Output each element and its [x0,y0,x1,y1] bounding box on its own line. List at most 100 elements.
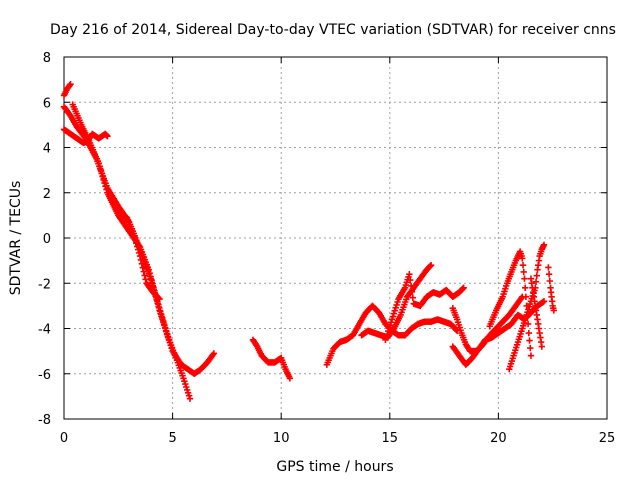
y-tick-label: -6 [38,368,51,383]
series-satellite-track-a [60,80,74,99]
series-satellite-track-e [115,207,163,303]
data-point [532,278,540,285]
data-point [133,239,140,247]
axis-ticks [63,56,608,420]
data-point [137,256,145,264]
data-point [145,266,152,273]
data-point [460,284,467,291]
data-point [155,301,162,308]
x-tick-label: 0 [60,431,68,446]
x-tick-label: 5 [168,431,176,446]
data-point [525,329,533,337]
data-point [407,276,414,284]
data-point [102,183,109,190]
data-point [522,293,530,301]
data-point [540,298,548,305]
data-point [95,160,102,167]
grid-lines [64,57,607,419]
tick-labels: 0 5 10 15 20 25 -8 -6 -4 -2 0 2 4 6 8 [38,51,615,446]
series-satellite-track-l [486,248,535,359]
data-point [209,351,217,358]
data-point [521,275,528,282]
data-point [407,282,415,290]
data-point [518,294,525,302]
data-point [159,317,167,325]
x-tick-label: 25 [599,431,616,446]
data-point [136,252,144,260]
data-point [101,179,108,187]
data-point [527,344,534,352]
data-point [186,395,194,402]
data-point [134,243,141,250]
data-point [286,375,294,382]
data-point [210,350,218,357]
data-point [156,295,163,303]
data-point [141,272,148,279]
data-point [427,261,435,269]
data-point [546,277,554,285]
series-satellite-track-c [69,101,218,377]
data-point [139,264,147,271]
y-tick-label: 6 [43,96,51,111]
data-point [545,264,552,271]
data-point [550,307,557,314]
data-point [96,163,103,170]
chart-title: Day 216 of 2014, Sidereal Day-to-day VTE… [50,22,616,38]
data-point [545,271,553,278]
y-tick-label: -4 [38,323,51,338]
series-satellite-track-o [545,264,557,314]
data-point [100,176,107,183]
data-point [138,260,146,268]
data-point [527,352,535,359]
x-tick-label: 15 [382,431,399,446]
y-tick-label: 8 [43,51,51,66]
series-satellite-track-f [249,336,294,382]
data-point [158,311,165,318]
series-satellite-track-d [60,126,111,147]
data-point [540,241,548,248]
series-satellite-track-i [382,271,467,344]
data-point [159,314,166,321]
data-point [67,80,74,88]
data-point [408,288,416,296]
data-point [134,246,142,253]
x-axis-label: GPS time / hours [276,459,393,475]
y-tick-label: 4 [43,142,51,157]
data-point [140,268,147,275]
data-point [538,343,546,350]
data-point [132,236,139,244]
data-point [533,272,540,279]
data-point [131,233,138,240]
data-point [409,294,417,301]
y-tick-label: -8 [38,413,51,428]
data-point [157,307,164,315]
series-satellite-track-n [527,275,546,350]
data-point [103,186,110,193]
data-point [406,271,413,278]
data-point [526,337,533,344]
data-points [60,80,557,402]
data-point [459,285,466,292]
data-point [161,324,169,331]
x-tick-label: 20 [490,431,507,446]
data-point [130,230,137,237]
y-axis-label: SDTVAR / TECUs [8,181,24,296]
data-point [99,173,106,180]
data-point [135,249,143,257]
data-point [426,262,434,270]
data-point [519,255,526,262]
data-point [142,276,149,283]
y-tick-label: 0 [43,232,51,247]
data-point [156,304,163,312]
y-tick-label: -2 [38,277,51,292]
data-point [148,277,155,284]
data-point [66,82,73,89]
series-satellite-track-g [323,302,461,368]
data-point [146,269,153,277]
y-tick-label: 2 [43,187,51,202]
x-tick-label: 10 [273,431,290,446]
data-point [147,273,154,280]
data-point [520,268,527,276]
data-point [390,326,397,333]
